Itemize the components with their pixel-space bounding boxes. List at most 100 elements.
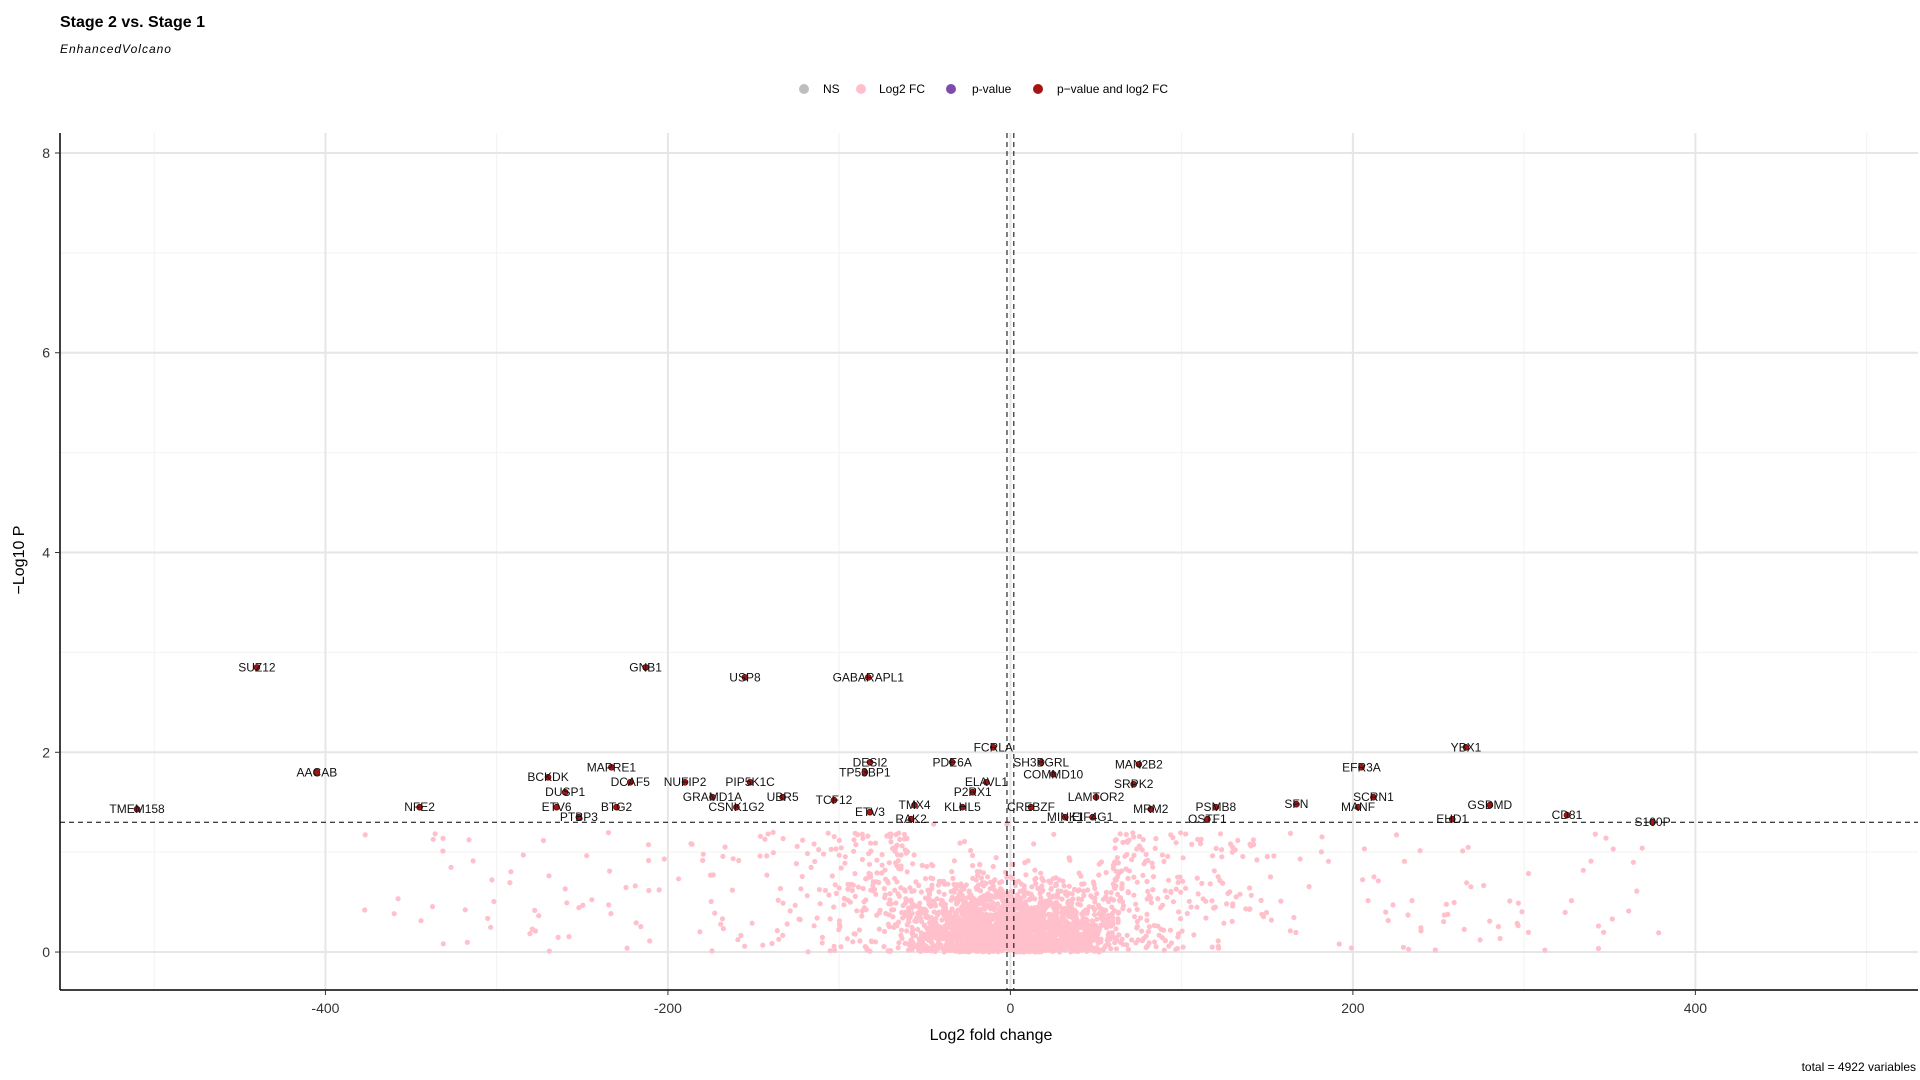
data-point <box>891 907 897 913</box>
significant-point <box>253 664 261 671</box>
data-point <box>1180 878 1186 884</box>
data-point <box>1117 831 1123 837</box>
data-point <box>941 947 948 953</box>
data-point <box>1441 912 1447 918</box>
data-point <box>939 917 945 923</box>
data-point <box>1203 915 1209 921</box>
data-point <box>925 915 931 921</box>
data-point <box>1103 907 1109 914</box>
data-point <box>859 913 865 919</box>
data-point <box>1348 945 1354 951</box>
data-point <box>826 892 832 898</box>
data-point <box>836 852 842 858</box>
data-point <box>970 863 976 869</box>
data-point <box>866 861 873 867</box>
data-point <box>1040 877 1046 883</box>
data-point <box>719 916 726 922</box>
data-point <box>931 909 937 915</box>
data-point <box>987 886 993 892</box>
data-point <box>1094 891 1100 897</box>
data-point <box>1194 904 1200 910</box>
data-point <box>1058 909 1065 916</box>
data-point <box>1150 864 1156 870</box>
data-point <box>584 853 590 859</box>
data-point <box>1603 835 1609 841</box>
significant-point <box>681 778 689 786</box>
data-point <box>1076 940 1082 946</box>
data-point <box>1194 875 1200 881</box>
data-point <box>982 913 988 919</box>
data-point <box>881 928 888 935</box>
data-point <box>1180 855 1186 861</box>
data-point <box>1125 889 1131 895</box>
x-tick-label: -400 <box>311 1000 339 1016</box>
data-point <box>776 936 782 942</box>
data-point <box>838 944 844 950</box>
tick-labels: -400 -200 0 200 400 0 2 4 6 8 <box>42 145 1707 1016</box>
chart-subtitle: EnhancedVolcano <box>60 42 172 56</box>
data-point <box>984 939 990 946</box>
data-point <box>894 863 900 869</box>
data-point <box>990 900 996 906</box>
data-point <box>700 851 706 857</box>
data-point <box>1401 858 1408 864</box>
data-point <box>949 945 956 951</box>
data-point <box>1036 886 1042 892</box>
data-point <box>825 830 831 836</box>
y-tick-label: 6 <box>42 345 50 361</box>
data-point <box>841 902 847 908</box>
data-point <box>1609 916 1615 922</box>
data-point <box>908 937 914 943</box>
data-point <box>1106 930 1112 936</box>
data-point <box>877 907 883 914</box>
data-point <box>959 923 966 929</box>
data-point <box>995 926 1002 932</box>
data-point <box>882 895 888 901</box>
data-point <box>1601 929 1607 935</box>
data-point <box>1130 830 1136 836</box>
data-point <box>974 886 980 892</box>
data-point <box>833 846 839 852</box>
data-point <box>996 916 1003 922</box>
data-point <box>1237 891 1243 897</box>
gene-label: ETV6 <box>542 800 572 814</box>
data-point <box>1264 854 1270 860</box>
significant-point <box>959 803 966 811</box>
data-point <box>842 860 848 866</box>
data-point <box>1562 909 1568 916</box>
data-point <box>872 939 879 945</box>
gene-label: NFE2 <box>404 800 435 814</box>
data-point <box>922 943 928 949</box>
data-point <box>1108 946 1114 952</box>
data-point <box>1325 858 1332 864</box>
data-point <box>868 840 874 846</box>
data-point <box>951 914 957 920</box>
data-point <box>489 877 495 883</box>
data-point <box>1017 923 1023 929</box>
data-point <box>978 875 985 881</box>
data-point <box>1021 886 1027 892</box>
data-point <box>902 940 908 947</box>
significant-point <box>1448 815 1456 823</box>
data-point <box>954 895 960 901</box>
x-axis-title: Log2 fold change <box>930 1027 1053 1044</box>
data-point <box>646 887 652 894</box>
data-point <box>879 862 885 868</box>
data-point <box>1162 938 1168 944</box>
data-point <box>1630 859 1636 865</box>
significant-point <box>830 796 838 804</box>
significant-point <box>1089 813 1096 821</box>
data-point <box>1212 904 1218 910</box>
data-point <box>921 922 928 928</box>
data-point <box>1067 857 1073 863</box>
data-point <box>775 897 781 903</box>
data-point <box>876 879 882 886</box>
data-point <box>1051 893 1057 899</box>
data-point <box>827 916 833 922</box>
data-point <box>1191 932 1197 938</box>
data-point <box>1318 849 1324 855</box>
data-point <box>926 890 933 896</box>
data-point <box>1029 910 1035 916</box>
data-point <box>1145 943 1151 949</box>
data-point <box>828 846 834 852</box>
